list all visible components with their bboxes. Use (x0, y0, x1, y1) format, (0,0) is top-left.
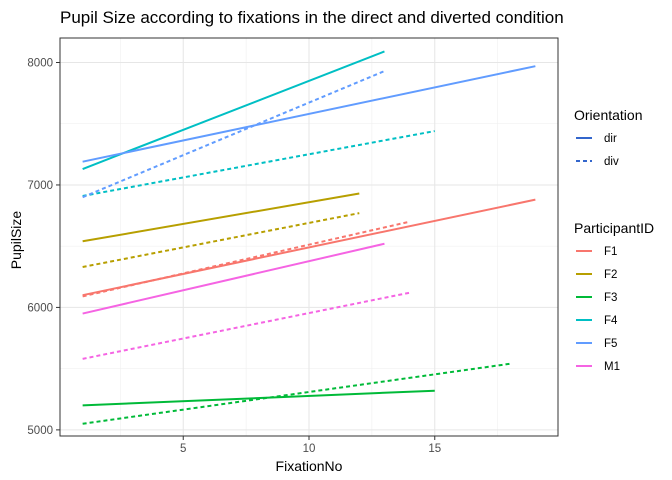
y-axis-label: PupilSize (8, 211, 24, 270)
legend-label: div (604, 156, 619, 168)
series-lines (82, 50, 536, 425)
gridlines (60, 38, 558, 436)
legend-title: ParticipantID (574, 220, 654, 236)
y-tick-label: 8000 (27, 57, 53, 69)
y-tick-label: 7000 (27, 180, 53, 192)
y-tick-label: 5000 (27, 425, 53, 437)
x-tick-label: 15 (428, 443, 441, 455)
x-axis-ticks: 5 10 15 (180, 436, 441, 455)
series-line-f4-div (82, 130, 435, 197)
chart-title: Pupil Size according to fixations in the… (60, 8, 564, 27)
y-axis-ticks: 5000 6000 7000 8000 (27, 57, 60, 437)
legend-title: Orientation (574, 107, 642, 123)
series-line-f2-dir (82, 192, 360, 243)
series-line-f4-dir (82, 50, 385, 170)
legend-label: F1 (604, 246, 617, 258)
series-line-f3-div (82, 362, 511, 425)
legend: Orientation dir div ParticipantID F1 F2 F3 F4 F5… (574, 107, 654, 373)
plot-border (59, 37, 559, 437)
series-line-f5-div (82, 70, 385, 199)
legend-label: F4 (604, 315, 618, 327)
x-axis-label: FixationNo (276, 458, 343, 474)
legend-label: F2 (604, 269, 617, 281)
series-line-f2-div (82, 212, 360, 268)
x-tick-label: 10 (303, 443, 316, 455)
x-tick-label: 5 (180, 443, 186, 455)
legend-label: M1 (604, 361, 620, 373)
series-line-m1-dir (82, 242, 385, 315)
y-tick-label: 6000 (27, 302, 53, 314)
legend-label: dir (604, 133, 617, 145)
legend-label: F5 (604, 338, 617, 350)
series-line-f5-dir (82, 65, 536, 163)
legend-label: F3 (604, 292, 617, 304)
